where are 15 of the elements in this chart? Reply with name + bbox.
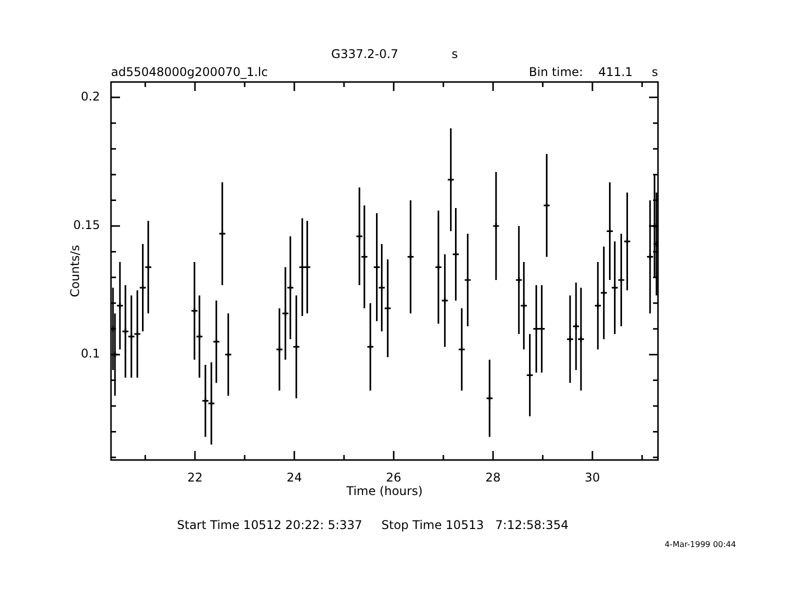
x-tick-label: 30 <box>584 470 600 484</box>
x-tick-label: 24 <box>286 470 302 484</box>
text: 4-Mar-1999 00:44 <box>664 540 736 549</box>
text: Start Time 10512 20:22: 5:337 Stop Time 10513 7:12:58:354 <box>177 518 568 532</box>
x-tick-label: 28 <box>485 470 501 484</box>
x-tick-label: 26 <box>386 470 402 484</box>
x-axis-title: Time (hours) <box>345 484 423 498</box>
y-axis-title: Counts/s <box>68 244 82 298</box>
y-tick-label: 0.2 <box>80 90 100 104</box>
chart-title: G337.2-0.7 s <box>331 47 458 61</box>
y-tick-label: 0.1 <box>80 346 100 361</box>
chart-subtitle: ad55048000g200070_1.lc <box>111 65 268 79</box>
text: Bin time: 411.1 s <box>528 65 658 79</box>
y-tick-label: 0.15 <box>73 218 100 232</box>
x-tick-label: 22 <box>187 470 203 484</box>
